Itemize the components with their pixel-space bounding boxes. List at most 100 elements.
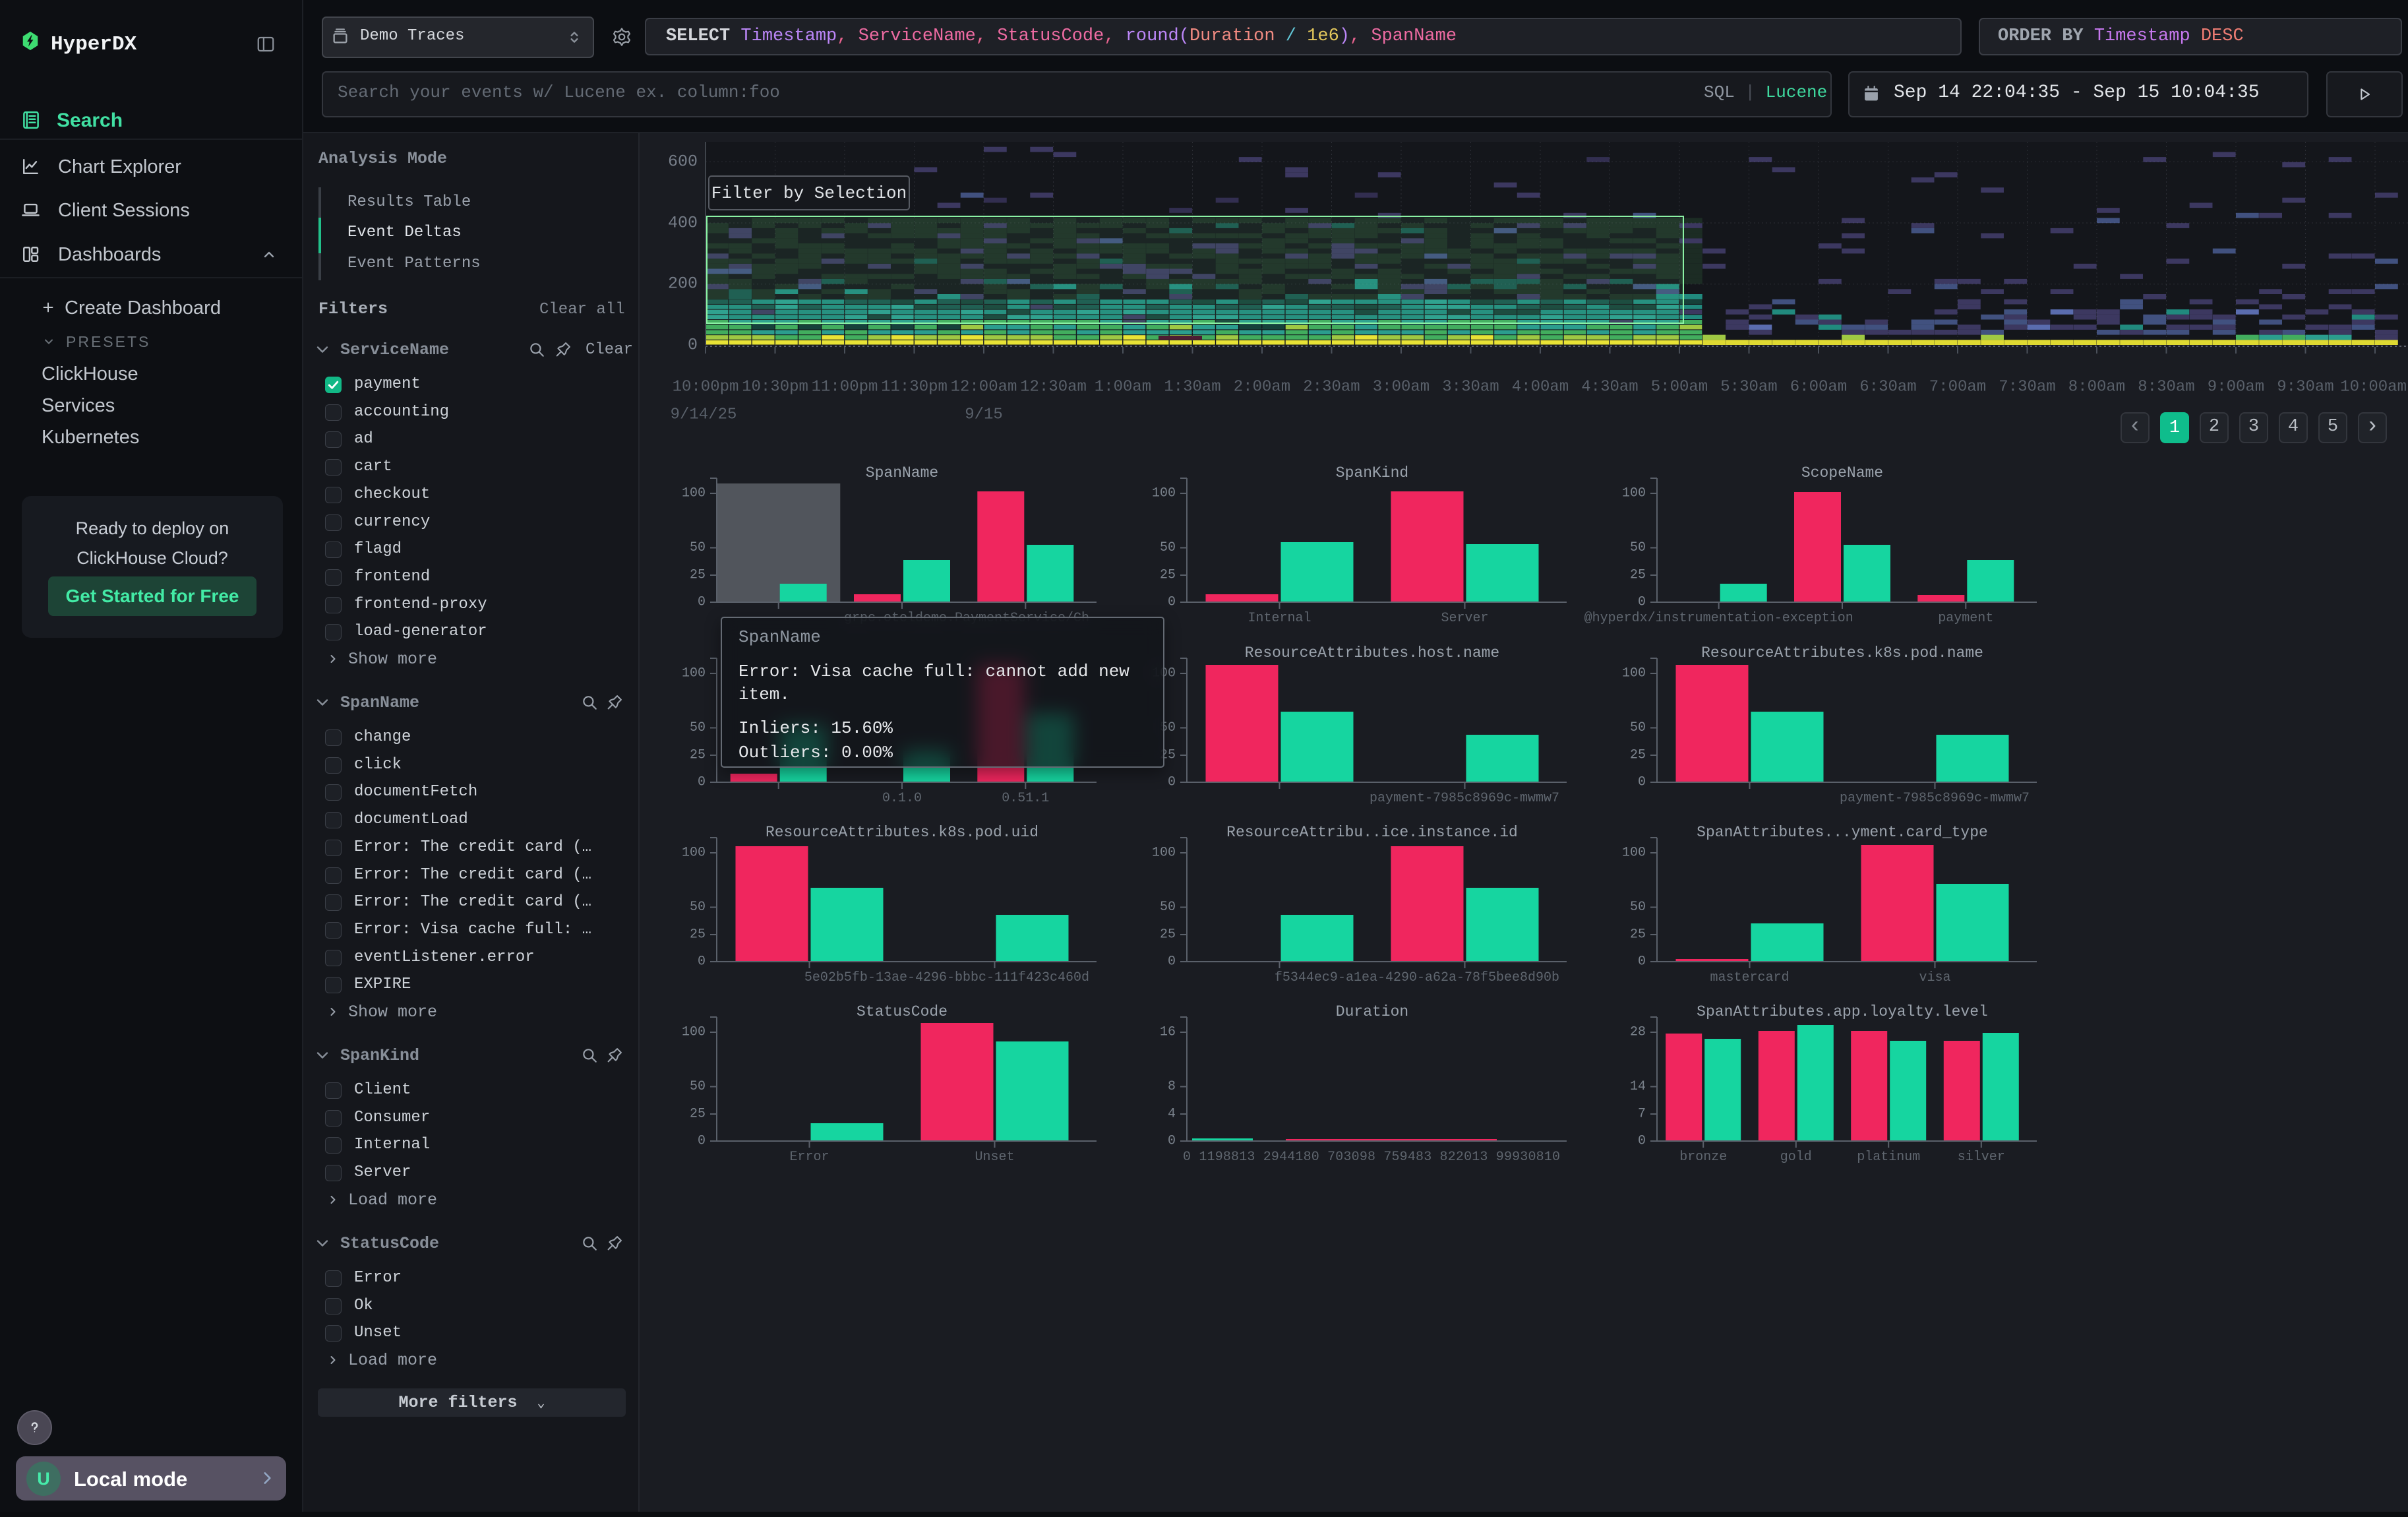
svg-text:25: 25 [1630, 748, 1646, 763]
svg-text:12:00am: 12:00am [951, 379, 1017, 396]
svg-text:payment: payment [1938, 611, 1993, 626]
svg-text:2:30am: 2:30am [1303, 379, 1360, 396]
svg-text:12:30am: 12:30am [1020, 379, 1087, 396]
svg-text:11:00pm: 11:00pm [812, 379, 878, 396]
svg-text:10:30pm: 10:30pm [742, 379, 808, 396]
svg-text:10:00am: 10:00am [2340, 379, 2407, 396]
svg-text:SpanAttributes...yment.card_ty: SpanAttributes...yment.card_type [1697, 824, 1988, 841]
svg-text:9:00am: 9:00am [2208, 379, 2264, 396]
svg-text:25: 25 [1630, 568, 1646, 583]
svg-text:8:00am: 8:00am [2068, 379, 2125, 396]
svg-text:6:30am: 6:30am [1859, 379, 1916, 396]
svg-text:SpanName: SpanName [866, 464, 938, 481]
svg-text:600: 600 [668, 152, 698, 171]
svg-text:0.51.1: 0.51.1 [1002, 791, 1049, 806]
svg-text:0: 0 [698, 595, 706, 610]
svg-text:25: 25 [690, 748, 706, 763]
svg-text:3:30am: 3:30am [1442, 379, 1499, 396]
svg-text:4:30am: 4:30am [1581, 379, 1638, 396]
svg-text:0: 0 [1168, 595, 1176, 610]
svg-text:Error: Error [789, 1150, 829, 1165]
svg-text:11:30pm: 11:30pm [881, 379, 948, 396]
svg-text:100: 100 [682, 846, 706, 861]
svg-text:0: 0 [1168, 1134, 1176, 1149]
svg-text:8: 8 [1168, 1079, 1176, 1094]
svg-text:Duration: Duration [1336, 1003, 1408, 1020]
svg-text:25: 25 [1160, 568, 1176, 583]
svg-text:0.1.0: 0.1.0 [882, 791, 922, 806]
svg-text:0: 0 [698, 775, 706, 790]
svg-text:0: 0 [1638, 954, 1646, 970]
svg-text:200: 200 [668, 274, 698, 294]
svg-text:100: 100 [682, 1025, 706, 1040]
svg-text:10:00pm: 10:00pm [673, 379, 739, 396]
svg-text:0: 0 [698, 1134, 706, 1149]
svg-text:payment-7985c8969c-mwmw7: payment-7985c8969c-mwmw7 [1370, 791, 1559, 806]
svg-text:4: 4 [1168, 1107, 1176, 1122]
svg-text:100: 100 [1622, 666, 1646, 681]
svg-text:8:30am: 8:30am [2138, 379, 2194, 396]
svg-text:100: 100 [1152, 486, 1176, 501]
svg-text:50: 50 [690, 720, 706, 735]
svg-text:ResourceAttributes.k8s.pod.nam: ResourceAttributes.k8s.pod.name [1701, 644, 1983, 662]
svg-text:7:30am: 7:30am [1999, 379, 2055, 396]
svg-text:ResourceAttributes.k8s.pod.uid: ResourceAttributes.k8s.pod.uid [766, 824, 1038, 841]
svg-text:StatusCode: StatusCode [857, 1003, 948, 1020]
svg-text:0: 0 [688, 336, 698, 355]
svg-text:f5344ec9-a1ea-4290-a62a-78f5be: f5344ec9-a1ea-4290-a62a-78f5bee8d90b [1275, 970, 1559, 985]
svg-text:100: 100 [1622, 486, 1646, 501]
svg-text:100: 100 [682, 666, 706, 681]
svg-text:100: 100 [1152, 846, 1176, 861]
svg-text:2:00am: 2:00am [1234, 379, 1290, 396]
svg-text:25: 25 [690, 927, 706, 943]
svg-text:3:00am: 3:00am [1373, 379, 1430, 396]
svg-text:0: 0 [1168, 775, 1176, 790]
svg-text:1:00am: 1:00am [1095, 379, 1151, 396]
svg-text:16: 16 [1160, 1025, 1176, 1040]
svg-text:50: 50 [690, 1079, 706, 1094]
svg-text:9/14/25: 9/14/25 [671, 406, 737, 424]
svg-text:4:00am: 4:00am [1512, 379, 1569, 396]
svg-text:9:30am: 9:30am [2277, 379, 2333, 396]
svg-text:6:00am: 6:00am [1790, 379, 1847, 396]
svg-text:1:30am: 1:30am [1164, 379, 1220, 396]
svg-text:25: 25 [690, 1107, 706, 1122]
svg-text:28: 28 [1630, 1025, 1646, 1040]
svg-text:Unset: Unset [975, 1150, 1014, 1165]
svg-text:5:00am: 5:00am [1651, 379, 1708, 396]
svg-text:0: 0 [1638, 775, 1646, 790]
svg-text:25: 25 [1160, 927, 1176, 943]
svg-text:Server: Server [1441, 611, 1488, 626]
svg-text:0: 0 [1168, 954, 1176, 970]
svg-text:0 1198813 2944180 703098 75948: 0 1198813 2944180 703098 759483 822013 9… [1183, 1150, 1560, 1165]
svg-text:50: 50 [1630, 900, 1646, 915]
svg-text:5:30am: 5:30am [1720, 379, 1777, 396]
svg-text:100: 100 [682, 486, 706, 501]
svg-text:50: 50 [690, 540, 706, 555]
svg-text:ResourceAttribu..ice.instance.: ResourceAttribu..ice.instance.id [1226, 824, 1518, 841]
svg-text:400: 400 [668, 214, 698, 233]
svg-text:silver: silver [1958, 1150, 2005, 1165]
svg-text:SpanAttributes.app.loyalty.lev: SpanAttributes.app.loyalty.level [1697, 1003, 1988, 1020]
svg-text:platinum: platinum [1857, 1150, 1920, 1165]
svg-text:@hyperdx/instrumentation-excep: @hyperdx/instrumentation-exception [1584, 611, 1853, 626]
svg-text:Internal: Internal [1248, 611, 1311, 626]
svg-text:gold: gold [1780, 1150, 1812, 1165]
svg-text:mastercard: mastercard [1710, 970, 1789, 985]
svg-text:50: 50 [1630, 720, 1646, 735]
svg-text:25: 25 [690, 568, 706, 583]
svg-text:9/15: 9/15 [965, 406, 1003, 424]
svg-text:ResourceAttributes.host.name: ResourceAttributes.host.name [1245, 644, 1499, 662]
svg-text:14: 14 [1630, 1079, 1646, 1094]
svg-text:100: 100 [1622, 846, 1646, 861]
svg-text:SpanKind: SpanKind [1336, 464, 1408, 481]
svg-text:0: 0 [698, 954, 706, 970]
svg-text:25: 25 [1630, 927, 1646, 943]
svg-text:ScopeName: ScopeName [1801, 464, 1883, 481]
svg-text:7:00am: 7:00am [1929, 379, 1986, 396]
svg-text:50: 50 [1630, 540, 1646, 555]
svg-text:50: 50 [1160, 540, 1176, 555]
svg-text:7: 7 [1638, 1107, 1646, 1122]
svg-text:0: 0 [1638, 1134, 1646, 1149]
svg-text:0: 0 [1638, 595, 1646, 610]
